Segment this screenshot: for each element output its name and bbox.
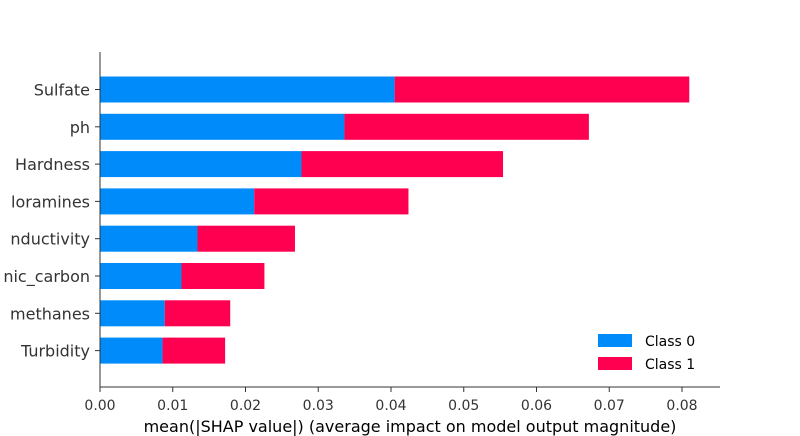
x-tick-label: 0.03: [303, 398, 334, 414]
bar-class-1-trihalomethanes: [164, 300, 231, 327]
legend-swatch-class-0: [598, 334, 632, 347]
y-label-sulfate: Sulfate: [34, 81, 90, 100]
bar-class-0-organic_carbon: [100, 263, 182, 289]
bar-class-0-ph: [100, 113, 345, 140]
y-label-ph: ph: [70, 118, 90, 137]
x-ticks-group: 0.00 0.01 0.02 0.03 0.04 0.05 0.06 0.07 0.08: [84, 387, 698, 414]
y-label-trihalomethanes: methanes: [10, 304, 90, 323]
bar-class-0-turbidity: [100, 337, 163, 364]
y-label-turbidity: Turbidity: [20, 342, 90, 361]
x-tick-label: 0.04: [375, 398, 406, 414]
bars-group: [100, 76, 690, 364]
y-label-hardness: Hardness: [15, 155, 90, 174]
legend-label-class-1: Class 1: [645, 357, 695, 373]
x-tick-label: 0.08: [666, 398, 697, 414]
legend-swatch-class-1: [598, 357, 632, 370]
bar-class-0-conductivity: [100, 225, 198, 252]
bar-class-1-turbidity: [162, 337, 226, 364]
bar-class-0-hardness: [100, 151, 302, 178]
bar-class-0-trihalomethanes: [100, 300, 165, 327]
y-label-organic_carbon: nic_carbon: [3, 267, 90, 287]
legend-label-class-0: Class 0: [645, 334, 695, 350]
x-tick-label: 0.05: [448, 398, 479, 414]
bar-class-0-sulfate: [100, 76, 395, 103]
bar-class-1-sulfate: [394, 76, 690, 103]
x-tick-label: 0.01: [157, 398, 188, 414]
x-tick-label: 0.02: [230, 398, 261, 414]
bar-class-1-conductivity: [197, 225, 295, 252]
y-label-chloramines: loramines: [11, 192, 90, 211]
bar-class-1-chloramines: [254, 188, 409, 215]
x-tick-label: 0.07: [594, 398, 625, 414]
x-tick-label: 0.06: [521, 398, 552, 414]
bar-class-1-ph: [344, 113, 589, 140]
legend: Class 0 Class 1: [598, 334, 695, 373]
x-axis-title: mean(|SHAP value|) (average impact on mo…: [144, 417, 677, 436]
x-tick-label: 0.00: [84, 398, 115, 414]
bar-class-0-chloramines: [100, 188, 255, 215]
bar-class-1-hardness: [301, 151, 504, 178]
y-labels-group: Sulfate ph Hardness loramines nductivity nic_…: [3, 81, 100, 361]
bar-class-1-organic_carbon: [181, 263, 265, 289]
y-label-conductivity: nductivity: [10, 230, 90, 249]
